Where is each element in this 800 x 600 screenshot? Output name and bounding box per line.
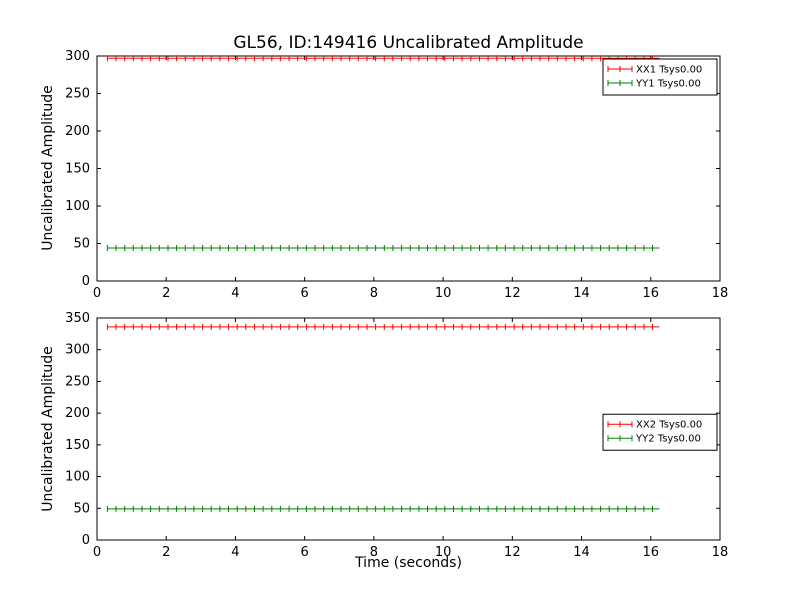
svg-text:14: 14 [573, 545, 590, 560]
svg-text:4: 4 [231, 545, 239, 560]
svg-text:10: 10 [435, 545, 452, 560]
svg-text:200: 200 [65, 406, 90, 421]
svg-text:350: 350 [65, 311, 90, 326]
svg-text:2: 2 [162, 286, 170, 301]
y-axis-label-top: Uncalibrated Amplitude [40, 85, 56, 251]
svg-text:YY2 Tsys0.00: YY2 Tsys0.00 [635, 434, 701, 445]
svg-text:YY1 Tsys0.00: YY1 Tsys0.00 [635, 79, 701, 90]
svg-text:0: 0 [93, 286, 101, 301]
legend-box-top [602, 58, 718, 96]
svg-text:6: 6 [301, 545, 309, 560]
svg-text:18: 18 [712, 545, 729, 560]
svg-text:150: 150 [65, 162, 90, 177]
svg-text:10: 10 [435, 286, 452, 301]
svg-text:100: 100 [65, 199, 90, 214]
svg-text:0: 0 [82, 274, 90, 289]
svg-text:6: 6 [301, 286, 309, 301]
svg-text:250: 250 [65, 374, 90, 389]
svg-text:150: 150 [65, 438, 90, 453]
svg-text:XX2 Tsys0.00: XX2 Tsys0.00 [636, 420, 702, 431]
svg-text:250: 250 [65, 87, 90, 102]
legend-box-bottom [602, 413, 718, 451]
chart-title: GL56, ID:149416 Uncalibrated Amplitude [233, 33, 584, 53]
svg-text:200: 200 [65, 124, 90, 139]
svg-text:12: 12 [504, 545, 521, 560]
svg-text:2: 2 [162, 545, 170, 560]
svg-text:100: 100 [65, 470, 90, 485]
svg-text:XX1 Tsys0.00: XX1 Tsys0.00 [636, 65, 702, 76]
svg-text:0: 0 [93, 545, 101, 560]
svg-text:12: 12 [504, 286, 521, 301]
y-axis-label-bottom: Uncalibrated Amplitude [40, 346, 56, 512]
svg-text:16: 16 [643, 545, 660, 560]
x-axis-label: Time (seconds) [355, 555, 462, 571]
svg-text:300: 300 [65, 343, 90, 358]
svg-text:50: 50 [73, 501, 90, 516]
svg-text:14: 14 [573, 286, 590, 301]
svg-text:18: 18 [712, 286, 729, 301]
svg-text:50: 50 [73, 237, 90, 252]
svg-text:0: 0 [82, 533, 90, 548]
svg-text:4: 4 [231, 286, 239, 301]
svg-text:8: 8 [370, 286, 378, 301]
svg-text:8: 8 [370, 545, 378, 560]
svg-text:300: 300 [65, 49, 90, 64]
svg-text:16: 16 [643, 286, 660, 301]
